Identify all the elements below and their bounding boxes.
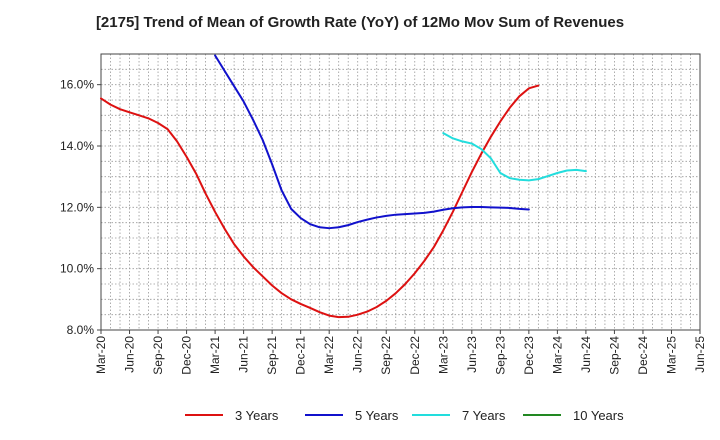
legend-item: 7 Years <box>412 404 505 426</box>
legend-label: 5 Years <box>355 407 399 423</box>
x-tick-label: Dec-22 <box>408 336 422 375</box>
x-tick-label: Dec-21 <box>294 336 308 375</box>
chart-title: [2175] Trend of Mean of Growth Rate (YoY… <box>95 14 625 31</box>
series-layer <box>100 54 587 319</box>
legend-label: 3 Years <box>235 407 279 423</box>
x-tick-label: Sep-22 <box>379 336 393 375</box>
y-tick-label: 14.0% <box>60 139 94 153</box>
series-line-2 <box>214 54 530 230</box>
x-tick-label: Mar-20 <box>94 336 108 374</box>
grid-layer <box>100 53 701 331</box>
axis-layer <box>97 53 701 334</box>
series-line-3 <box>442 132 587 182</box>
x-tick-label: Jun-25 <box>693 336 707 373</box>
x-tick-label: Mar-22 <box>322 336 336 374</box>
plot-area-frame <box>100 53 701 331</box>
x-tick-label: Mar-24 <box>550 336 564 374</box>
x-tick-label: Mar-21 <box>208 336 222 374</box>
x-tick-label: Dec-23 <box>522 336 536 375</box>
y-tick-label: 16.0% <box>60 78 94 92</box>
legend-label: 10 Years <box>573 407 624 423</box>
x-tick-label: Jun-21 <box>237 336 251 373</box>
x-tick-label: Jun-20 <box>123 336 137 373</box>
y-tick-label: 12.0% <box>60 200 94 214</box>
legend-item: 10 Years <box>523 404 624 426</box>
x-tick-label: Sep-21 <box>265 336 279 375</box>
x-tick-label: Sep-24 <box>607 336 621 375</box>
x-tick-label: Sep-20 <box>151 336 165 375</box>
legend-swatch <box>185 414 223 416</box>
x-tick-label: Dec-20 <box>180 336 194 375</box>
x-tick-label: Dec-24 <box>636 336 650 375</box>
tick-label-layer: 8.0% 10.0% 12.0% 14.0% 16.0% Mar-20 Jun-20 Sep-… <box>60 78 707 375</box>
series-line-1 <box>100 84 540 319</box>
legend-swatch <box>523 414 561 416</box>
x-tick-label: Sep-23 <box>493 336 507 375</box>
x-tick-label: Jun-23 <box>465 336 479 373</box>
legend-item: 3 Years <box>185 404 278 426</box>
legend-item: 5 Years <box>305 404 398 426</box>
y-tick-label: 10.0% <box>60 262 94 276</box>
x-tick-label: Mar-25 <box>664 336 678 374</box>
y-tick-label: 8.0% <box>67 323 95 337</box>
legend-swatch <box>412 414 450 416</box>
x-tick-label: Mar-23 <box>436 336 450 374</box>
legend: 3 Years 5 Years 7 Years 10 Years <box>0 404 720 426</box>
x-tick-label: Jun-24 <box>579 336 593 373</box>
legend-swatch <box>305 414 343 416</box>
x-tick-label: Jun-22 <box>351 336 365 373</box>
legend-label: 7 Years <box>462 407 506 423</box>
